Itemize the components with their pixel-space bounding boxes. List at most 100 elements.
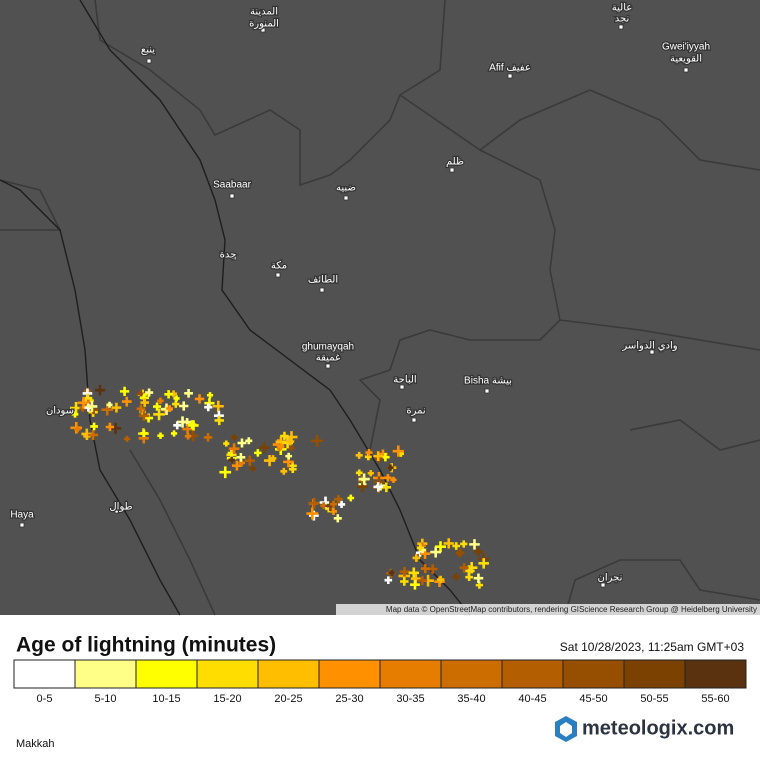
lightning-cross (459, 563, 469, 573)
place-marker (507, 73, 513, 79)
lightning-cross (373, 451, 384, 461)
legend-label: 35-40 (457, 693, 485, 705)
lightning-cross (212, 400, 224, 412)
lightning-cross (164, 390, 173, 399)
place-label: Bisha بيشة (464, 376, 512, 387)
legend: 0-5 5-10 10-15 15-20 20-25 25-30 30-35 35-40 40-… (13, 659, 747, 705)
legend-label: 10-15 (152, 693, 180, 705)
place-label: المنورة (249, 19, 279, 30)
lightning-cross (214, 415, 224, 426)
legend-label: 20-25 (274, 693, 302, 705)
lightning-cross (456, 548, 465, 557)
lightning-cross (358, 473, 370, 485)
attribution: Map data © OpenStreetMap contributors, r… (386, 605, 757, 614)
lightning-cross (187, 420, 197, 430)
place-marker (260, 27, 266, 33)
place-marker (19, 522, 25, 528)
lightning-cross (237, 438, 247, 448)
place-marker (146, 58, 152, 64)
legend-swatch (623, 659, 686, 689)
lightning-cross (203, 433, 213, 442)
brand-logo (555, 716, 577, 742)
place-marker (325, 363, 331, 369)
lightning-cross (384, 474, 392, 482)
legend-swatch (74, 659, 137, 689)
place-marker (683, 67, 689, 73)
lightning-cross (109, 422, 122, 434)
lightning-cross (263, 454, 276, 467)
legend-swatch (562, 659, 625, 689)
lightning-cross (330, 500, 337, 508)
legend-label: 15-20 (213, 693, 241, 705)
legend-swatch (257, 659, 320, 689)
legend-label: 30-35 (396, 693, 424, 705)
lightning-cross (277, 443, 285, 451)
lightning-cross (259, 442, 270, 453)
place-label: Saabaar (213, 180, 251, 191)
lightning-cross (94, 384, 106, 396)
lightning-cross (381, 482, 392, 493)
lightning-cross (182, 423, 193, 435)
lightning-cross (88, 429, 99, 440)
lightning-cross (308, 497, 320, 509)
legend-label: 0-5 (37, 693, 53, 705)
place-marker (449, 167, 455, 173)
legend-swatch (501, 659, 564, 689)
coastline (0, 0, 471, 616)
place-label: ضبيه (336, 183, 356, 194)
place-marker (231, 255, 237, 261)
place-label: القويعية (670, 54, 702, 65)
borders (0, 0, 760, 616)
place-label: مكة (271, 261, 287, 272)
lightning-cross (228, 443, 240, 455)
legend-swatch (13, 659, 76, 689)
legend-label: 25-30 (335, 693, 363, 705)
lightning-cross (417, 575, 428, 586)
place-marker (484, 388, 490, 394)
lightning-cross (400, 577, 409, 586)
lightning-cross (157, 397, 164, 405)
lightning-cross (145, 388, 154, 397)
lightning-cross (170, 430, 178, 437)
lightning-cross (74, 426, 81, 433)
place-label: عالية (612, 3, 632, 14)
lightning-cross (231, 434, 238, 441)
legend-label: 50-55 (640, 693, 668, 705)
lightning-cross (223, 440, 230, 447)
lightning-cross (420, 564, 430, 573)
lightning-cross (285, 452, 293, 460)
lightning-cross (232, 460, 242, 471)
place-label: سودان (46, 406, 74, 417)
place-marker (411, 417, 417, 423)
lightning-cross (288, 465, 297, 474)
lightning-cross (194, 394, 205, 404)
place-label: نمرة (406, 406, 425, 417)
lightning-cross (387, 464, 394, 471)
lightning-cross (465, 573, 473, 582)
lightning-cross (123, 435, 131, 443)
lightning-cross (249, 465, 256, 472)
lightning-cross (355, 451, 363, 459)
lightning-cross (469, 539, 480, 550)
legend-swatch (318, 659, 381, 689)
lightning-cross (105, 422, 115, 432)
lightning-cross (384, 576, 393, 585)
legend-label: 40-45 (518, 693, 546, 705)
lightning-cross (399, 566, 410, 577)
lightning-cross (367, 470, 374, 477)
lightning-cross (452, 572, 461, 581)
lightning-cross (355, 469, 363, 477)
lightning-cross (460, 540, 468, 548)
lightning-cross (473, 573, 484, 584)
place-marker (343, 195, 349, 201)
place-marker (618, 24, 624, 30)
region-label: Makkah (16, 738, 55, 750)
lightning-cross (311, 434, 323, 447)
lightning-cross (138, 410, 150, 422)
lightning-cross (140, 429, 148, 437)
lightning-cross (83, 432, 91, 441)
lightning-cross (119, 386, 130, 397)
lightning-cross (90, 422, 98, 431)
lightning-cross (416, 544, 424, 552)
place-label: نجران (598, 573, 623, 584)
